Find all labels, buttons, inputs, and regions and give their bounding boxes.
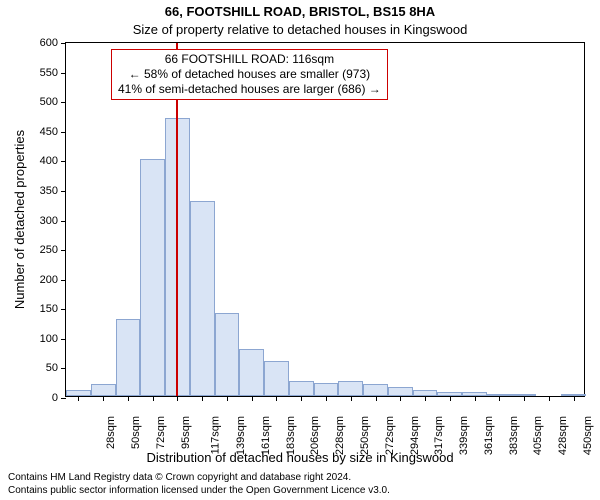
x-tick (276, 396, 277, 401)
histogram-bar (91, 384, 116, 396)
x-tick (202, 396, 203, 401)
y-tick-label: 50 (26, 362, 58, 374)
y-tick-label: 600 (26, 37, 58, 49)
y-tick-label: 200 (26, 274, 58, 286)
y-tick (61, 43, 66, 44)
y-tick-label: 500 (26, 96, 58, 108)
histogram-bar (314, 383, 339, 396)
x-tick-label: 117sqm (210, 416, 222, 454)
histogram-bar (140, 159, 165, 396)
x-tick (128, 396, 129, 401)
y-tick-label: 300 (26, 215, 58, 227)
plot-area: 05010015020025030035040045050055060028sq… (65, 42, 585, 397)
y-tick (61, 309, 66, 310)
histogram-bar (215, 313, 240, 396)
x-tick (103, 396, 104, 401)
x-tick-label: 95sqm (180, 416, 192, 449)
x-tick (475, 396, 476, 401)
footer-line-1: Contains HM Land Registry data © Crown c… (8, 472, 351, 483)
y-tick-label: 350 (26, 185, 58, 197)
histogram-bar (264, 361, 289, 397)
histogram-bar (239, 349, 264, 396)
info-box: 66 FOOTSHILL ROAD: 116sqm← 58% of detach… (111, 49, 388, 100)
x-tick-label: 28sqm (105, 416, 117, 449)
x-tick (227, 396, 228, 401)
y-tick (61, 102, 66, 103)
info-box-line: 41% of semi-detached houses are larger (… (118, 82, 381, 97)
x-tick (351, 396, 352, 401)
x-tick (326, 396, 327, 401)
histogram-bar (338, 381, 363, 396)
x-tick (177, 396, 178, 401)
y-axis-label: Number of detached properties (12, 42, 27, 397)
x-tick (301, 396, 302, 401)
y-tick (61, 250, 66, 251)
histogram-bar (388, 387, 413, 396)
y-tick (61, 398, 66, 399)
chart-container: 66, FOOTSHILL ROAD, BRISTOL, BS15 8HA Si… (0, 0, 600, 500)
y-tick-label: 400 (26, 155, 58, 167)
chart-title: 66, FOOTSHILL ROAD, BRISTOL, BS15 8HA (0, 4, 600, 19)
histogram-bar (190, 201, 215, 396)
chart-subtitle: Size of property relative to detached ho… (0, 22, 600, 37)
x-tick-label: 72sqm (155, 416, 167, 449)
info-box-line: ← 58% of detached houses are smaller (97… (118, 67, 381, 82)
footer-line-2: Contains public sector information licen… (8, 485, 390, 496)
x-tick (524, 396, 525, 401)
y-tick-label: 550 (26, 67, 58, 79)
y-tick (61, 339, 66, 340)
x-tick (549, 396, 550, 401)
x-tick (425, 396, 426, 401)
y-tick (61, 73, 66, 74)
y-tick (61, 221, 66, 222)
y-tick-label: 0 (26, 392, 58, 404)
info-box-line: 66 FOOTSHILL ROAD: 116sqm (118, 52, 381, 67)
y-tick-label: 150 (26, 303, 58, 315)
y-tick (61, 280, 66, 281)
y-tick-label: 250 (26, 244, 58, 256)
histogram-bar (363, 384, 388, 396)
x-tick (450, 396, 451, 401)
y-tick-label: 450 (26, 126, 58, 138)
x-tick (574, 396, 575, 401)
y-tick (61, 368, 66, 369)
histogram-bar (116, 319, 141, 396)
x-axis-label: Distribution of detached houses by size … (0, 450, 600, 465)
x-tick (499, 396, 500, 401)
x-tick (252, 396, 253, 401)
y-tick-label: 100 (26, 333, 58, 345)
y-tick (61, 161, 66, 162)
x-tick (376, 396, 377, 401)
x-tick-label: 50sqm (130, 416, 142, 449)
y-tick (61, 132, 66, 133)
x-tick (78, 396, 79, 401)
histogram-bar (289, 381, 314, 396)
x-tick (400, 396, 401, 401)
x-tick (153, 396, 154, 401)
y-tick (61, 191, 66, 192)
